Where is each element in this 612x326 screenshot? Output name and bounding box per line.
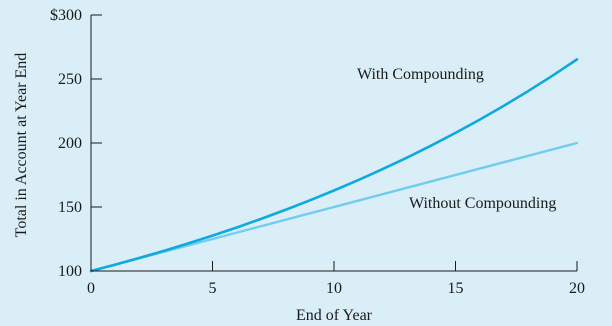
x-tick-label: 20	[569, 280, 585, 297]
series-layer	[89, 58, 579, 273]
y-tick-label: 150	[58, 199, 82, 216]
x-tick-label: 0	[87, 280, 95, 297]
x-tick-label: 5	[209, 280, 217, 297]
y-tick-label: 250	[58, 71, 82, 88]
y-tick-label: $300	[50, 7, 82, 24]
y-axis-label: Total in Account at Year End	[13, 53, 30, 238]
x-tick-label: 10	[326, 280, 342, 297]
y-tick-label: 100	[58, 263, 82, 280]
x-axis-label: End of Year	[296, 307, 373, 324]
x-axis-ticks: 0 5 10 15 20	[87, 261, 585, 297]
series-label-without-compounding: Without Compounding	[409, 195, 556, 212]
y-tick-label: 200	[58, 135, 82, 152]
y-axis-ticks: 100 150 200 250 $300	[50, 7, 102, 280]
x-tick-label: 15	[448, 280, 464, 297]
series-label-with-compounding: With Compounding	[357, 66, 484, 83]
series-line-with-compounding	[89, 58, 579, 273]
